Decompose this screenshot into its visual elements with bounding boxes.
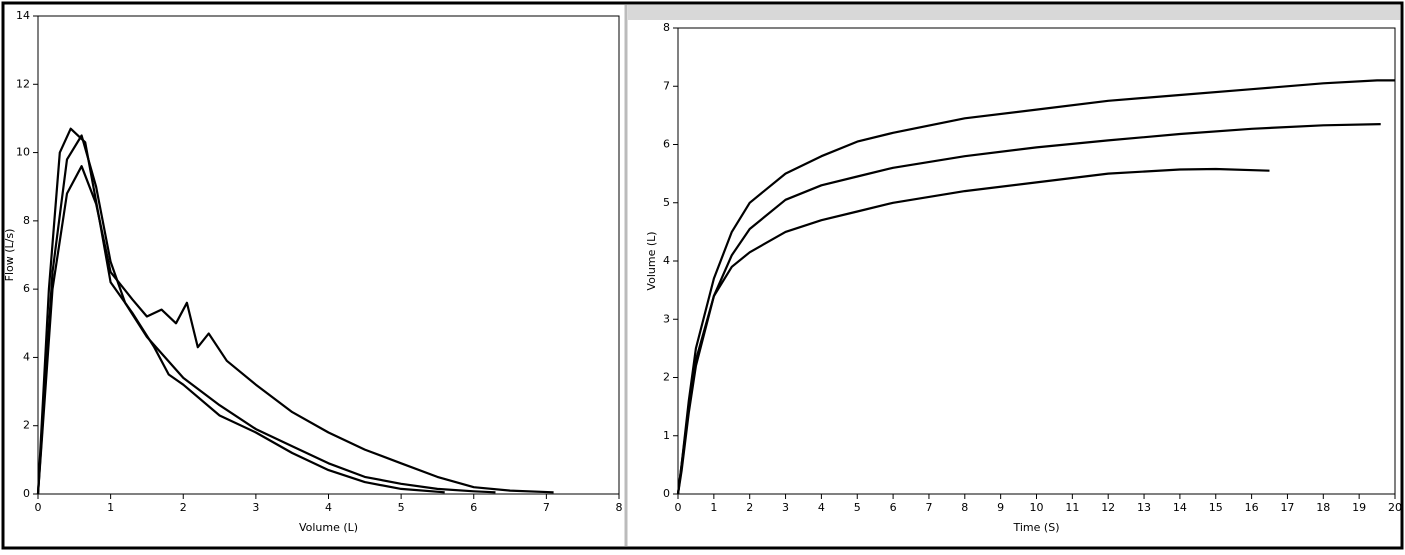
x-tick-label: 4 — [325, 501, 332, 514]
y-tick-label: 2 — [663, 371, 670, 384]
x-tick-label: 5 — [854, 501, 861, 514]
x-tick-label: 6 — [470, 501, 477, 514]
y-tick-label: 12 — [16, 77, 30, 90]
x-tick-label: 13 — [1137, 501, 1151, 514]
x-axis-label: Time (S) — [1013, 521, 1060, 534]
x-tick-label: 0 — [675, 501, 682, 514]
x-tick-label: 17 — [1280, 501, 1294, 514]
x-tick-label: 15 — [1209, 501, 1223, 514]
y-tick-label: 2 — [23, 419, 30, 432]
y-tick-label: 14 — [16, 9, 30, 22]
x-tick-label: 2 — [180, 501, 187, 514]
x-tick-label: 1 — [710, 501, 717, 514]
y-tick-label: 1 — [663, 429, 670, 442]
y-tick-label: 7 — [663, 79, 670, 92]
y-axis-label: Volume (L) — [645, 231, 658, 290]
data-line — [676, 167, 1270, 495]
x-tick-label: 3 — [252, 501, 259, 514]
x-tick-label: 8 — [616, 501, 623, 514]
x-tick-label: 1 — [107, 501, 114, 514]
data-line — [36, 127, 445, 495]
x-tick-label: 16 — [1245, 501, 1259, 514]
y-tick-label: 6 — [23, 282, 30, 295]
x-tick-label: 2 — [746, 501, 753, 514]
x-tick-label: 9 — [997, 501, 1004, 514]
y-tick-label: 0 — [663, 487, 670, 500]
x-tick-label: 10 — [1030, 501, 1044, 514]
x-tick-label: 4 — [818, 501, 825, 514]
y-tick-label: 10 — [16, 146, 30, 159]
y-tick-label: 3 — [663, 312, 670, 325]
x-tick-label: 8 — [961, 501, 968, 514]
x-tick-label: 19 — [1352, 501, 1366, 514]
y-tick-label: 4 — [23, 350, 30, 363]
x-tick-label: 7 — [925, 501, 932, 514]
x-tick-label: 14 — [1173, 501, 1187, 514]
panel-header — [628, 5, 1400, 20]
x-tick-label: 20 — [1388, 501, 1402, 514]
x-tick-label: 0 — [35, 501, 42, 514]
y-axis-label: Flow (L/s) — [3, 229, 16, 282]
x-tick-label: 12 — [1101, 501, 1115, 514]
y-tick-label: 5 — [663, 196, 670, 209]
x-tick-label: 11 — [1065, 501, 1079, 514]
y-tick-label: 8 — [663, 21, 670, 34]
x-tick-label: 5 — [398, 501, 405, 514]
x-tick-label: 7 — [543, 501, 550, 514]
x-axis-label: Volume (L) — [299, 521, 358, 534]
data-line — [36, 165, 554, 495]
x-tick-label: 18 — [1316, 501, 1330, 514]
x-tick-label: 6 — [890, 501, 897, 514]
data-line — [36, 134, 496, 495]
y-tick-label: 6 — [663, 138, 670, 151]
y-tick-label: 0 — [23, 487, 30, 500]
y-tick-label: 4 — [663, 254, 670, 267]
y-tick-label: 8 — [23, 214, 30, 227]
data-line — [676, 79, 1395, 495]
x-tick-label: 3 — [782, 501, 789, 514]
